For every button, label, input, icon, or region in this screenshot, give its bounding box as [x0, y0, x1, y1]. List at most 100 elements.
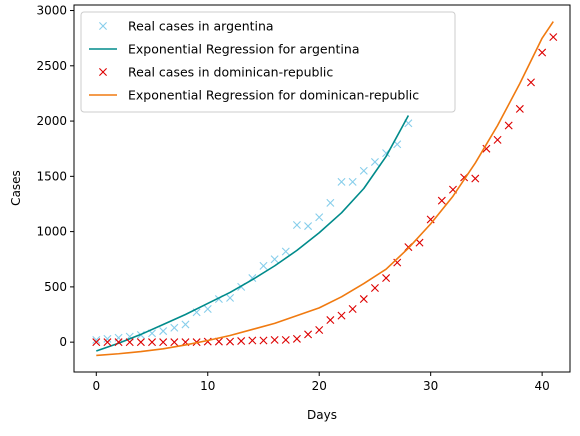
marker-stroke	[382, 274, 391, 283]
marker-stroke	[393, 258, 402, 267]
y-tick-label: 2500	[36, 59, 67, 73]
data-layer	[92, 21, 558, 357]
marker-stroke	[370, 283, 379, 292]
marker-stroke	[326, 316, 335, 325]
marker-stroke	[526, 78, 535, 87]
data-point	[370, 157, 379, 166]
marker-stroke	[259, 261, 268, 270]
marker-stroke	[426, 215, 435, 224]
marker-stroke	[103, 338, 112, 347]
marker-stroke	[148, 338, 157, 347]
data-point	[92, 335, 101, 344]
data-point	[437, 196, 446, 205]
marker-stroke	[359, 166, 368, 175]
marker-stroke	[99, 22, 107, 30]
marker-stroke	[103, 334, 112, 343]
marker-stroke	[304, 330, 313, 339]
data-point	[170, 338, 179, 347]
x-tick-label: 0	[92, 379, 100, 393]
data-point	[370, 283, 379, 292]
data-point	[326, 316, 335, 325]
data-point	[526, 78, 535, 87]
y-tick-label: 1000	[36, 225, 67, 239]
y-tick-label: 1500	[36, 169, 67, 183]
data-point	[382, 274, 391, 283]
data-point	[304, 222, 313, 231]
data-point	[103, 334, 112, 343]
data-point	[270, 335, 279, 344]
data-point	[159, 338, 168, 347]
data-point	[538, 48, 547, 57]
data-point	[326, 198, 335, 207]
legend-box	[80, 11, 456, 113]
marker-stroke	[348, 177, 357, 186]
data-point	[359, 166, 368, 175]
legend-entry: Exponential Regression for argentina	[89, 42, 359, 57]
x-tick-label: 30	[423, 379, 438, 393]
marker-stroke	[281, 335, 290, 344]
marker-stroke	[493, 135, 502, 144]
data-point	[348, 305, 357, 313]
legend-entry: Real cases in dominican-republic	[99, 65, 333, 80]
marker-stroke	[270, 255, 279, 264]
marker-stroke	[192, 308, 201, 317]
data-point	[315, 326, 324, 334]
marker-stroke	[538, 48, 547, 57]
data-point	[148, 338, 157, 347]
marker-stroke	[99, 68, 107, 76]
x-tick-label: 20	[312, 379, 327, 393]
marker-stroke	[203, 305, 212, 313]
data-point	[292, 220, 301, 229]
data-point	[549, 33, 558, 42]
marker-stroke	[214, 337, 223, 346]
data-point	[515, 104, 524, 113]
legend-label: Real cases in dominican-republic	[128, 65, 333, 80]
marker-stroke	[148, 329, 157, 338]
marker-stroke	[471, 174, 480, 183]
series-line	[96, 115, 410, 352]
data-point	[281, 247, 290, 256]
marker-stroke	[292, 220, 301, 229]
legend-entry: Real cases in argentina	[99, 19, 274, 34]
axes-layer: 0 10 20 30 40 0 500 1000 1500 2000 2500 3000	[36, 4, 571, 393]
y-tick-label: 500	[44, 280, 67, 294]
y-tick-label: 0	[59, 335, 67, 349]
marker-stroke	[125, 338, 134, 347]
marker-stroke	[348, 305, 357, 313]
series-3	[96, 21, 554, 357]
data-point	[181, 320, 190, 329]
marker-stroke	[304, 222, 313, 231]
legend-swatch	[99, 68, 107, 76]
marker-stroke	[337, 177, 346, 186]
data-point	[292, 334, 301, 343]
marker-stroke	[270, 335, 279, 344]
plot-frame	[73, 4, 571, 373]
marker-stroke	[359, 295, 368, 304]
data-point	[114, 338, 123, 347]
data-point	[226, 337, 235, 346]
marker-stroke	[504, 121, 513, 130]
data-point	[92, 338, 101, 347]
marker-stroke	[292, 334, 301, 343]
data-point	[337, 177, 346, 186]
marker-stroke	[337, 311, 346, 320]
marker-stroke	[281, 247, 290, 256]
data-point	[136, 338, 145, 347]
marker-stroke	[482, 144, 491, 153]
marker-stroke	[136, 338, 145, 347]
data-point	[226, 293, 235, 302]
data-point	[504, 121, 513, 130]
legend-label: Exponential Regression for argentina	[128, 42, 359, 57]
marker-stroke	[226, 293, 235, 302]
marker-stroke	[92, 338, 101, 347]
marker-stroke	[92, 335, 101, 344]
data-point	[270, 255, 279, 264]
data-point	[259, 261, 268, 270]
marker-stroke	[393, 140, 402, 149]
marker-stroke	[237, 337, 246, 346]
data-point	[493, 135, 502, 144]
legend-swatch	[99, 22, 107, 30]
marker-stroke	[170, 323, 179, 332]
